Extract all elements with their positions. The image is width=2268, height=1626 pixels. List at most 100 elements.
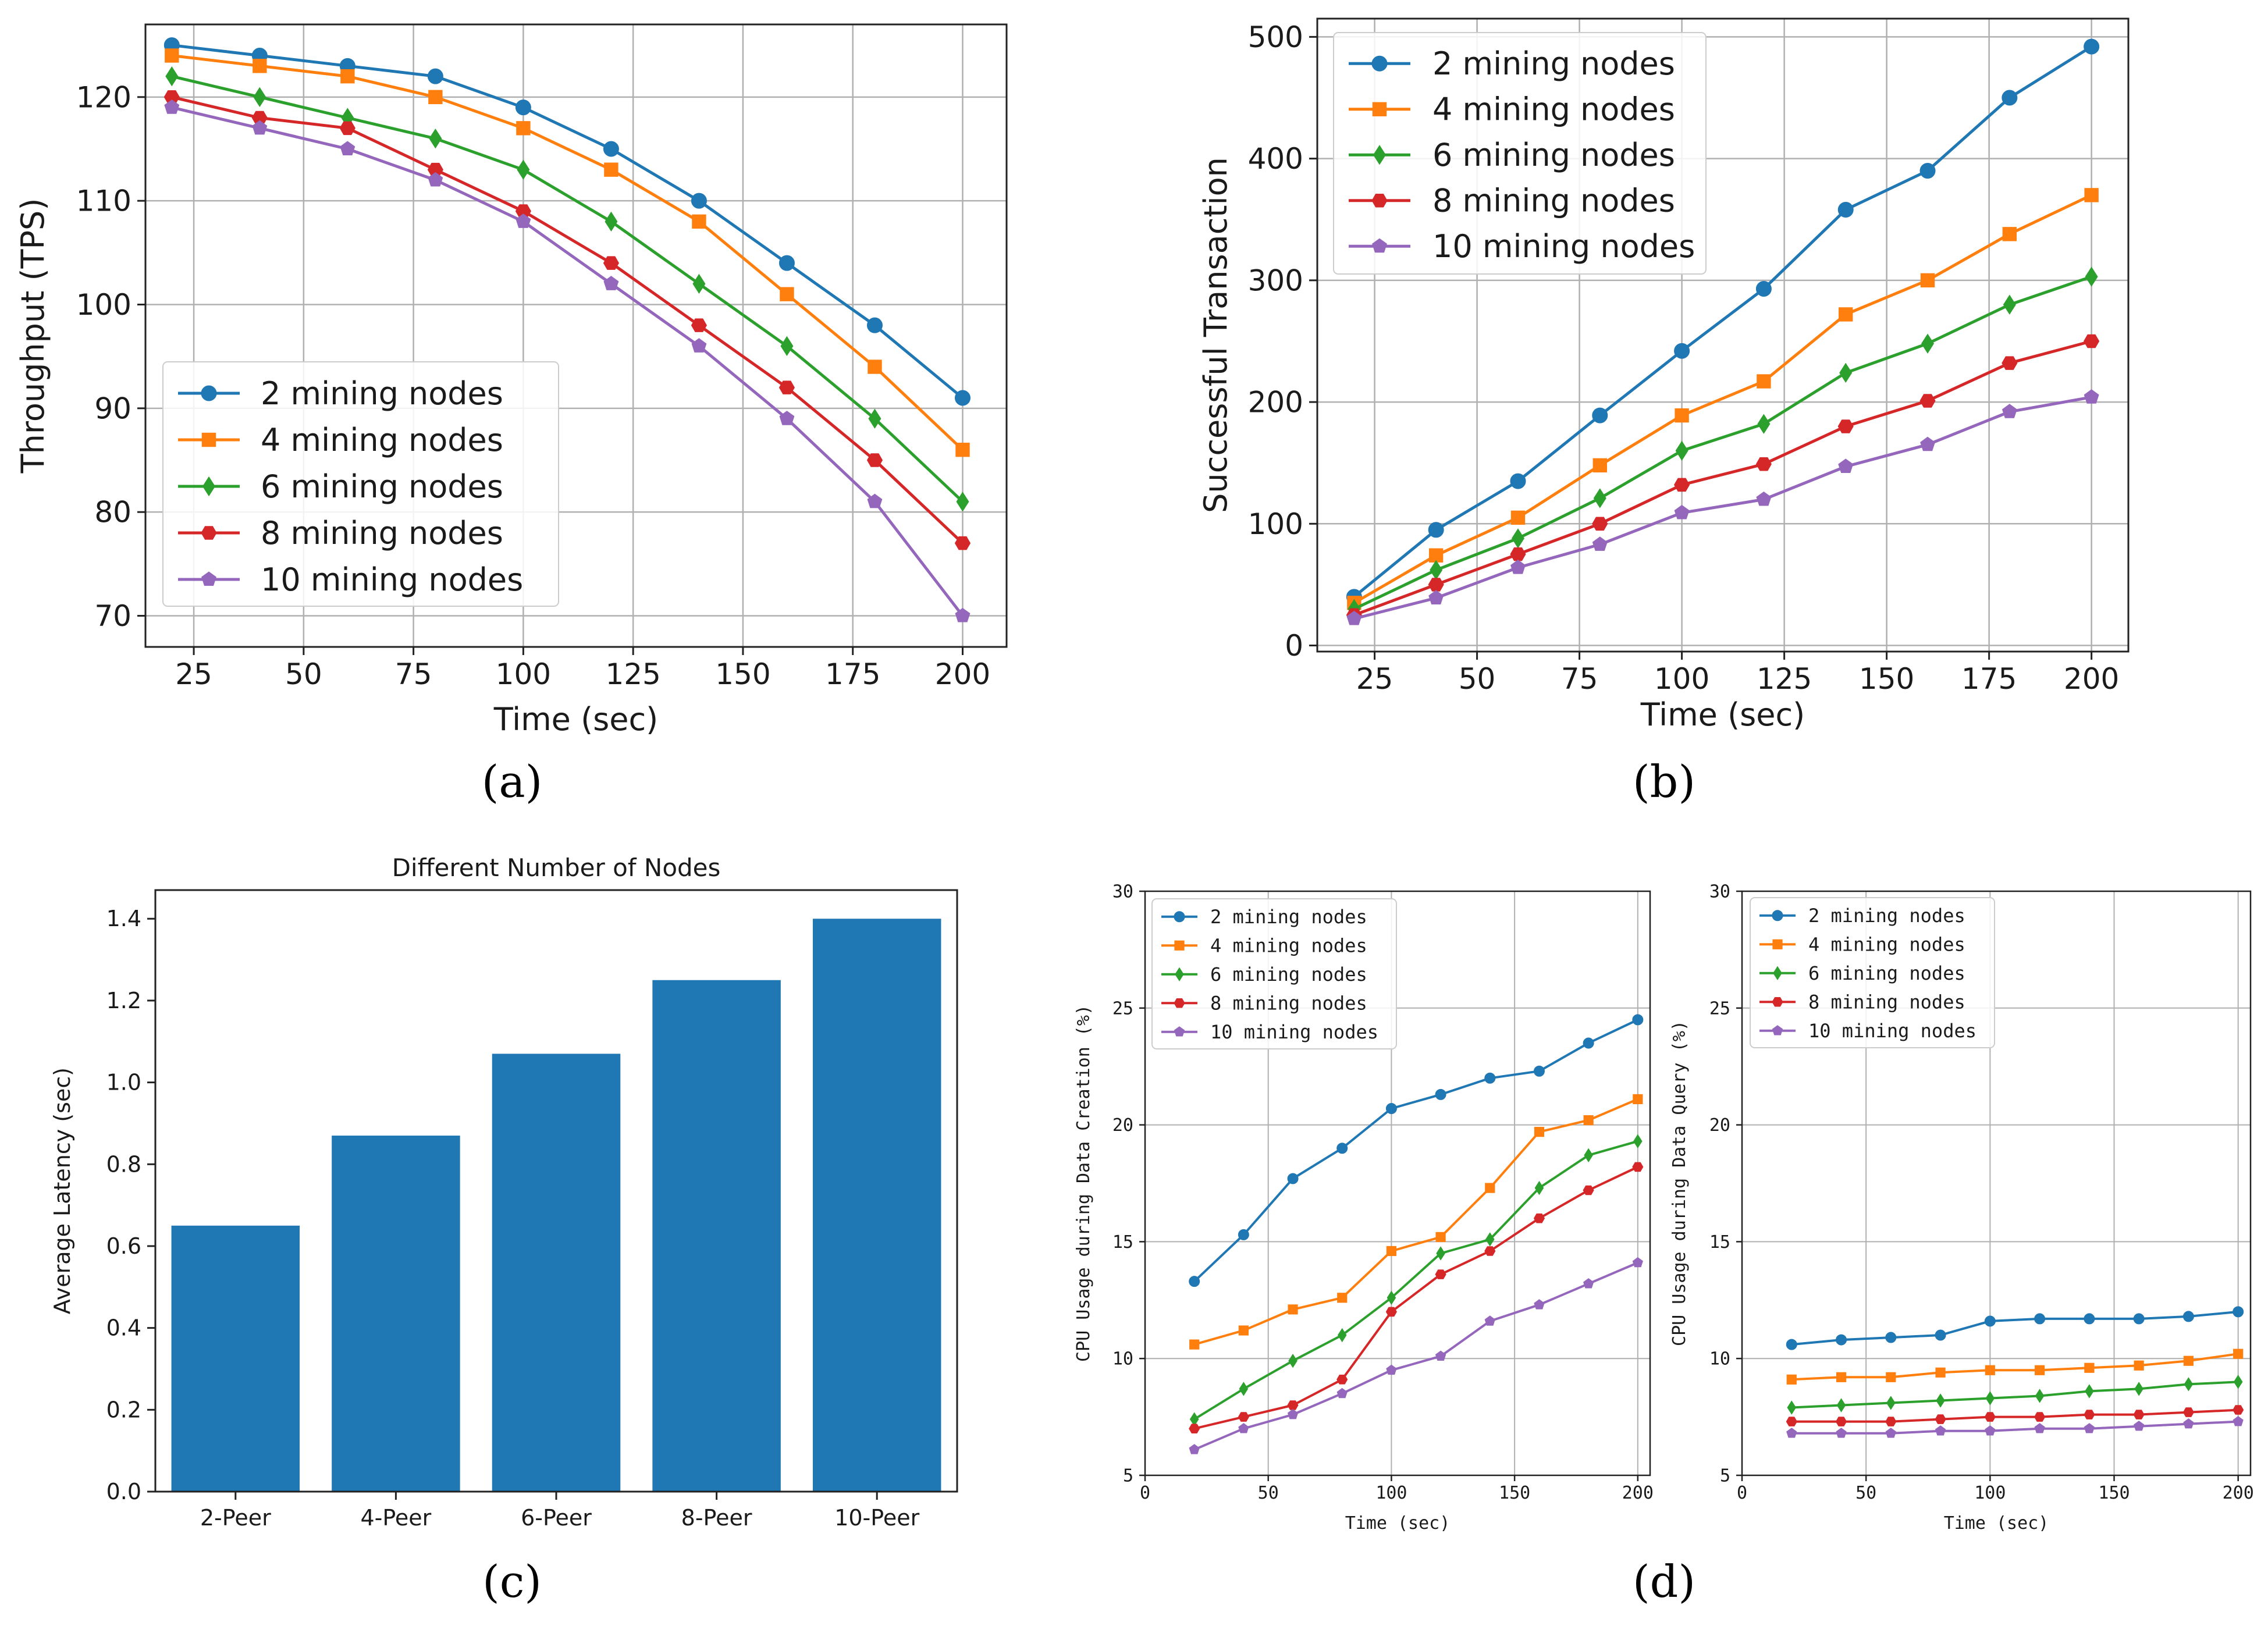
y-axis-label: CPU Usage during Data Query (%) — [1669, 1020, 1690, 1346]
y-tick-label: 0.6 — [106, 1233, 141, 1259]
x-tick-label: 100 — [1654, 662, 1709, 696]
data-point — [1288, 1354, 1297, 1368]
x-tick-label: 175 — [825, 657, 880, 691]
series-line-2 — [1353, 194, 2092, 604]
data-point — [1756, 491, 1772, 506]
data-point — [1238, 1325, 1249, 1336]
y-tick-label: 80 — [94, 496, 131, 529]
data-point — [2035, 1389, 2045, 1403]
data-point — [1920, 436, 1935, 451]
series-line-1 — [172, 44, 964, 399]
data-point — [1935, 1425, 1946, 1436]
y-axis-label: Successful Transaction — [1197, 157, 1234, 513]
x-tick-label: 125 — [1757, 662, 1812, 696]
legend-label: 4 mining nodes — [1808, 933, 1965, 955]
x-tick-label: 100 — [496, 657, 551, 691]
y-tick-label: 20 — [1709, 1115, 1730, 1136]
data-point — [1835, 1417, 1847, 1426]
series-line-4 — [1791, 1408, 2238, 1423]
data-point — [1386, 1246, 1397, 1257]
data-point — [1885, 1417, 1897, 1426]
data-point — [1485, 1183, 1495, 1193]
data-point — [1935, 1367, 1946, 1378]
x-tick-label: 25 — [175, 657, 212, 691]
x-tick-label: 200 — [2064, 662, 2119, 696]
data-point — [1985, 1425, 1996, 1436]
x-tick-label: 200 — [1622, 1483, 1654, 1503]
series-line-2 — [1194, 1098, 1638, 1346]
series-line-3 — [171, 74, 964, 503]
legend-box — [1151, 898, 1397, 1049]
data-point — [2002, 404, 2017, 418]
data-point — [1885, 1332, 1897, 1343]
data-point — [1786, 1374, 1797, 1385]
data-point — [956, 492, 969, 512]
data-point — [1534, 1127, 1545, 1137]
y-tick-label: 10 — [1709, 1349, 1730, 1369]
x-tick-label: 4-Peer — [360, 1505, 431, 1531]
data-point — [1484, 1315, 1495, 1326]
chart-d2: 0 50 100 150 200 5 10 15 20 25 30 Time (sec) CPU Usa… — [1669, 882, 2254, 1534]
data-point — [1935, 1414, 1946, 1424]
chart-title: Different Number of Nodes — [392, 853, 721, 882]
data-point — [691, 318, 707, 332]
data-point — [429, 128, 442, 149]
data-point — [2133, 1410, 2145, 1419]
data-point — [1533, 1065, 1545, 1077]
series-line-4 — [171, 95, 964, 545]
data-point — [1837, 201, 1854, 218]
data-point — [603, 276, 619, 290]
y-tick-label: 25 — [1112, 998, 1133, 1019]
data-point — [603, 141, 619, 157]
panel-caption: (d) — [1633, 1556, 1695, 1607]
panel-caption: (c) — [482, 1556, 542, 1607]
data-point — [339, 121, 356, 136]
data-point — [1675, 440, 1688, 461]
data-point — [954, 536, 971, 550]
legend-marker — [1772, 1025, 1783, 1036]
data-point — [2233, 1306, 2244, 1318]
chart-c: 2-Peer 4-Peer 6-Peer 8-Peer 10-Peer 0.0 0.2 0.4… — [49, 853, 958, 1607]
legend-label: 2 mining nodes — [1210, 906, 1367, 928]
legend-label: 10 mining nodes — [1432, 228, 1695, 265]
data-point — [253, 59, 267, 73]
legend-marker — [1371, 194, 1388, 208]
bar — [812, 919, 941, 1492]
data-point — [1836, 1334, 1847, 1346]
x-tick-label: 150 — [2098, 1483, 2130, 1503]
x-axis-label: Time (sec) — [1345, 1513, 1451, 1534]
data-point — [1428, 578, 1444, 592]
legend-label: 8 mining nodes — [1210, 992, 1367, 1014]
x-tick-label: 100 — [1974, 1483, 2006, 1503]
legend-marker — [1175, 967, 1184, 981]
y-tick-label: 30 — [1112, 882, 1133, 902]
data-point — [1583, 1278, 1594, 1289]
data-point — [2084, 389, 2099, 404]
data-point — [2084, 1362, 2095, 1373]
y-tick-label: 0.0 — [106, 1479, 141, 1504]
y-tick-label: 110 — [76, 184, 131, 218]
data-point — [1674, 343, 1690, 359]
data-point — [2085, 1384, 2094, 1399]
y-axis-label: Throughput (TPS) — [15, 198, 51, 474]
data-point — [165, 48, 179, 63]
series-line-1 — [1791, 1310, 2238, 1346]
legend-marker — [1372, 238, 1387, 253]
data-point — [1510, 473, 1526, 489]
data-point — [1839, 307, 1853, 322]
data-point — [2134, 1360, 2144, 1371]
series-line-5 — [171, 106, 964, 617]
legend-label: 8 mining nodes — [261, 515, 503, 552]
data-point — [1584, 1148, 1593, 1162]
legend-marker — [1174, 998, 1185, 1008]
plot-frame — [144, 23, 1008, 648]
legend-label: 6 mining nodes — [1210, 963, 1367, 985]
legend-label: 6 mining nodes — [261, 468, 503, 505]
data-point — [2183, 1355, 2194, 1366]
data-point — [1238, 1412, 1249, 1422]
legend-marker — [1373, 145, 1386, 165]
x-tick-label: 6-Peer — [521, 1505, 592, 1531]
x-tick-label: 100 — [1375, 1483, 1407, 1503]
y-tick-label: 0.4 — [106, 1315, 141, 1341]
data-point — [1385, 1307, 1397, 1317]
